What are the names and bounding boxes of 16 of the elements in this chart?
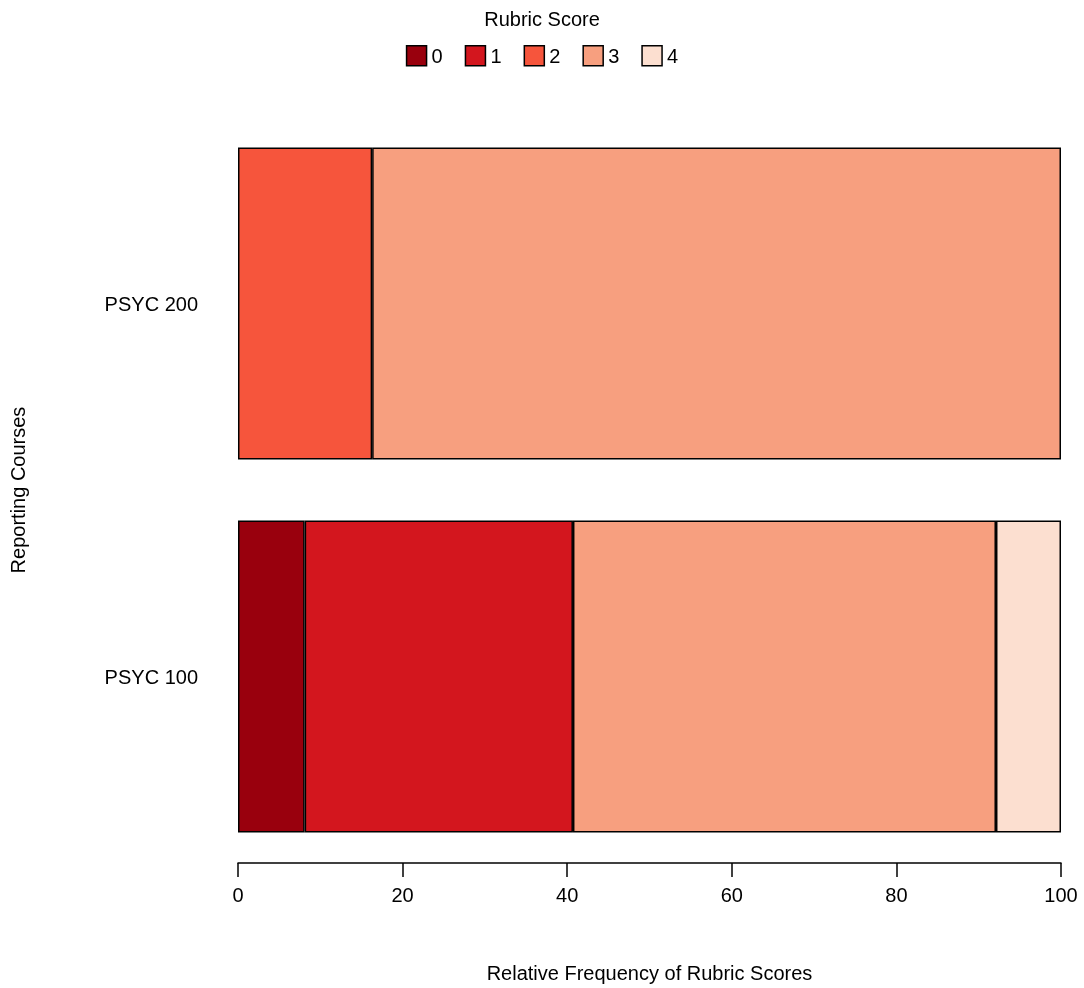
x-tick-label: 100 xyxy=(1044,884,1078,906)
x-tick-label: 40 xyxy=(556,884,579,906)
x-axis-title: Relative Frequency of Rubric Scores xyxy=(486,962,813,984)
legend-label: 2 xyxy=(549,44,561,67)
legend-label: 3 xyxy=(608,44,620,67)
x-tick-label: 80 xyxy=(885,884,908,906)
x-tick-label: 0 xyxy=(232,884,244,906)
legend-label: 4 xyxy=(667,44,679,67)
x-tick-label: 60 xyxy=(720,884,743,906)
y-axis-title: Reporting Courses xyxy=(7,406,29,574)
y-tick-label: PSYC 200 xyxy=(104,292,198,315)
x-tick-label: 20 xyxy=(391,884,414,906)
y-tick-label: PSYC 100 xyxy=(104,665,198,688)
legend-title: Rubric Score xyxy=(484,8,600,30)
legend-label: 1 xyxy=(490,44,502,67)
legend-label: 0 xyxy=(431,44,443,67)
